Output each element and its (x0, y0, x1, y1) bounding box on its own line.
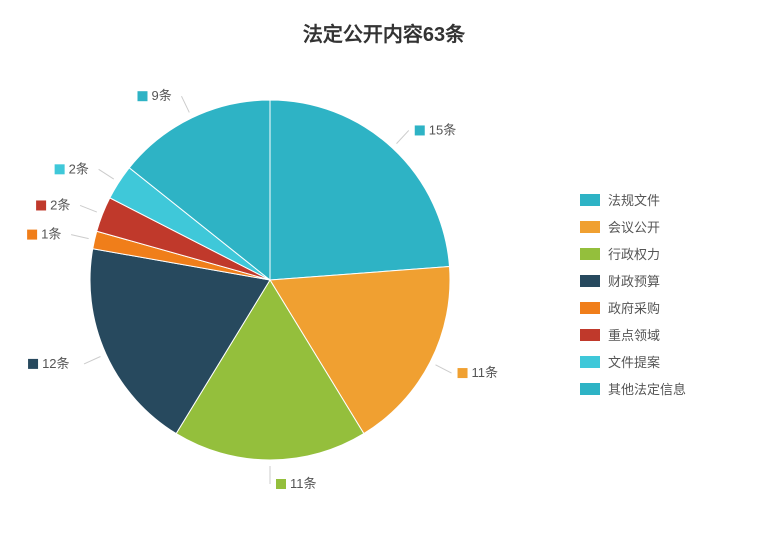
slice-label: 11条 (472, 365, 499, 380)
leader-line (71, 235, 89, 239)
slice-label: 12条 (42, 356, 69, 371)
legend-swatch (580, 221, 600, 233)
chart-title: 法定公开内容63条 (0, 18, 768, 47)
slice-label-swatch (276, 479, 286, 489)
slice-label: 2条 (69, 161, 89, 176)
legend-swatch (580, 356, 600, 368)
legend-swatch (580, 302, 600, 314)
leader-line (99, 169, 114, 179)
legend-label: 其他法定信息 (608, 379, 686, 398)
legend-label: 行政权力 (608, 244, 660, 263)
legend-item: 财政预算 (580, 271, 686, 290)
slice-label-swatch (27, 230, 37, 240)
pie-chart: 15条11条11条12条1条2条2条9条 (70, 80, 470, 480)
leader-line (181, 96, 189, 112)
legend-item: 政府采购 (580, 298, 686, 317)
legend-swatch (580, 248, 600, 260)
leader-line (436, 365, 452, 373)
legend-swatch (580, 194, 600, 206)
slice-label-swatch (28, 359, 38, 369)
legend-label: 政府采购 (608, 298, 660, 317)
legend-label: 法规文件 (608, 190, 660, 209)
slice-label-swatch (36, 200, 46, 210)
slice-label-swatch (55, 164, 65, 174)
slice-label-swatch (458, 368, 468, 378)
legend-item: 法规文件 (580, 190, 686, 209)
leader-line (397, 130, 409, 143)
slice-label-swatch (415, 125, 425, 135)
slice-label: 1条 (41, 227, 61, 242)
leader-line (80, 205, 97, 212)
legend-item: 重点领域 (580, 325, 686, 344)
legend-label: 财政预算 (608, 271, 660, 290)
legend-label: 重点领域 (608, 325, 660, 344)
legend-swatch (580, 275, 600, 287)
slice-label: 2条 (50, 197, 70, 212)
slice-label: 15条 (429, 122, 456, 137)
slice-label-swatch (137, 91, 147, 101)
leader-line (84, 356, 100, 363)
legend-item: 会议公开 (580, 217, 686, 236)
slice-label: 9条 (151, 88, 171, 103)
legend-label: 会议公开 (608, 217, 660, 236)
slice-label: 11条 (290, 476, 317, 491)
legend-swatch (580, 329, 600, 341)
legend-label: 文件提案 (608, 352, 660, 371)
legend-item: 行政权力 (580, 244, 686, 263)
legend-swatch (580, 383, 600, 395)
legend-item: 文件提案 (580, 352, 686, 371)
legend: 法规文件会议公开行政权力财政预算政府采购重点领域文件提案其他法定信息 (580, 190, 686, 398)
legend-item: 其他法定信息 (580, 379, 686, 398)
